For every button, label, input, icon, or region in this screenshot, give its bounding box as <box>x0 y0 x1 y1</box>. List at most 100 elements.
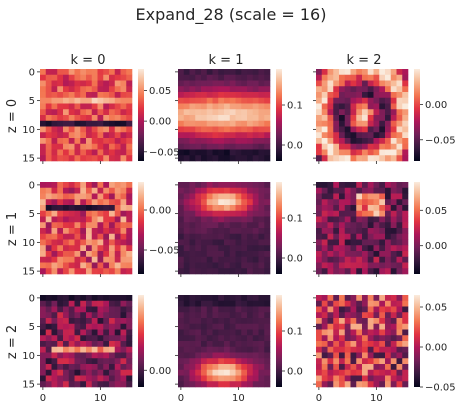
heatmap-cell <box>229 74 236 81</box>
heatmap-cell <box>321 132 328 139</box>
heatmap-cell <box>86 199 93 206</box>
heatmap-cell <box>114 256 121 263</box>
heatmap-cell <box>218 149 225 156</box>
heatmap-cell <box>264 233 271 240</box>
heatmap-cell <box>316 381 323 388</box>
heatmap-cell <box>316 312 323 319</box>
heatmap-cell <box>195 182 202 189</box>
heatmap-cell <box>402 335 409 342</box>
heatmap-cell <box>379 155 386 162</box>
heatmap-cell <box>195 120 202 127</box>
heatmap-cell <box>390 262 397 269</box>
heatmap-cell <box>402 80 409 87</box>
heatmap-cell <box>362 80 369 87</box>
heatmap-cell <box>51 80 58 87</box>
heatmap-cell <box>97 323 104 330</box>
heatmap-cell <box>316 245 323 252</box>
heatmap-cell <box>367 262 374 269</box>
heatmap-cell <box>373 233 380 240</box>
heatmap-cell <box>57 126 64 133</box>
heatmap-cell <box>45 352 52 359</box>
heatmap-cell <box>379 335 386 342</box>
heatmap-cell <box>390 205 397 212</box>
heatmap-cell <box>212 312 219 319</box>
heatmap-cell <box>235 364 242 371</box>
heatmap-cell <box>120 335 127 342</box>
heatmap-cell <box>63 312 70 319</box>
heatmap-cell <box>74 210 81 217</box>
heatmap-cell <box>183 80 190 87</box>
heatmap-cell <box>97 109 104 116</box>
heatmap-cell <box>126 262 133 269</box>
heatmap-cell <box>379 228 386 235</box>
heatmap-cell <box>339 346 346 353</box>
heatmap-cell <box>120 341 127 348</box>
heatmap-cell <box>344 245 351 252</box>
heatmap-cell <box>362 216 369 223</box>
heatmap-cell <box>385 120 392 127</box>
heatmap-cell <box>80 369 87 376</box>
heatmap-cell <box>109 251 116 258</box>
heatmap-cell <box>367 182 374 189</box>
heatmap-cell <box>126 358 133 365</box>
heatmap-cell <box>379 103 386 110</box>
heatmap-cell <box>218 120 225 127</box>
heatmap-cell <box>86 126 93 133</box>
heatmap-cell <box>74 126 81 133</box>
heatmap-cell <box>379 115 386 122</box>
heatmap-cell <box>80 109 87 116</box>
heatmap-cell <box>350 300 357 307</box>
heatmap-cell <box>344 143 351 150</box>
heatmap-cell <box>51 239 58 246</box>
heatmap-cell <box>51 233 58 240</box>
heatmap-cell <box>252 312 259 319</box>
heatmap-cell <box>264 193 271 200</box>
heatmap-cell <box>367 109 374 116</box>
heatmap-cell <box>57 143 64 150</box>
heatmap-cell <box>68 251 75 258</box>
heatmap-cell <box>390 155 397 162</box>
heatmap-cell <box>183 193 190 200</box>
heatmap-cell <box>390 74 397 81</box>
heatmap-cell <box>344 138 351 145</box>
heatmap-cell <box>68 381 75 388</box>
heatmap-cell <box>385 306 392 313</box>
heatmap-cell <box>40 115 47 122</box>
heatmap-cell <box>264 132 271 139</box>
heatmap-cell <box>206 228 213 235</box>
heatmap-cell <box>224 187 231 194</box>
heatmap-cell <box>247 251 254 258</box>
heatmap-cell <box>229 256 236 263</box>
heatmap-cell <box>80 300 87 307</box>
heatmap-cell <box>327 149 334 156</box>
heatmap-cell <box>80 222 87 229</box>
heatmap-cell <box>68 97 75 104</box>
heatmap-cell <box>68 92 75 99</box>
heatmap-cell <box>339 312 346 319</box>
heatmap-cell <box>183 92 190 99</box>
heatmap-cell <box>247 97 254 104</box>
heatmap-cell <box>373 268 380 275</box>
heatmap-cell <box>189 199 196 206</box>
heatmap-cell <box>390 256 397 263</box>
y-tick-label: 10 <box>22 238 35 249</box>
heatmap-cell <box>74 187 81 194</box>
heatmap-cell <box>339 143 346 150</box>
heatmap-cell <box>218 138 225 145</box>
heatmap-cell <box>241 245 248 252</box>
heatmap-cell <box>201 92 208 99</box>
heatmap-cell <box>339 222 346 229</box>
heatmap-cell <box>247 268 254 275</box>
heatmap-cell <box>252 251 259 258</box>
heatmap-cell <box>367 193 374 200</box>
colorbar-tick-label: 0.00 <box>149 117 171 128</box>
colorbar-tick-label: 0.1 <box>287 214 303 225</box>
row-title-z0: z = 0 <box>5 99 20 133</box>
heatmap-cell <box>356 193 363 200</box>
heatmap-cell <box>224 312 231 319</box>
heatmap-cell <box>201 295 208 302</box>
heatmap-cell <box>373 103 380 110</box>
heatmap-cell <box>321 143 328 150</box>
heatmap-cell <box>109 262 116 269</box>
heatmap-cell <box>327 155 334 162</box>
